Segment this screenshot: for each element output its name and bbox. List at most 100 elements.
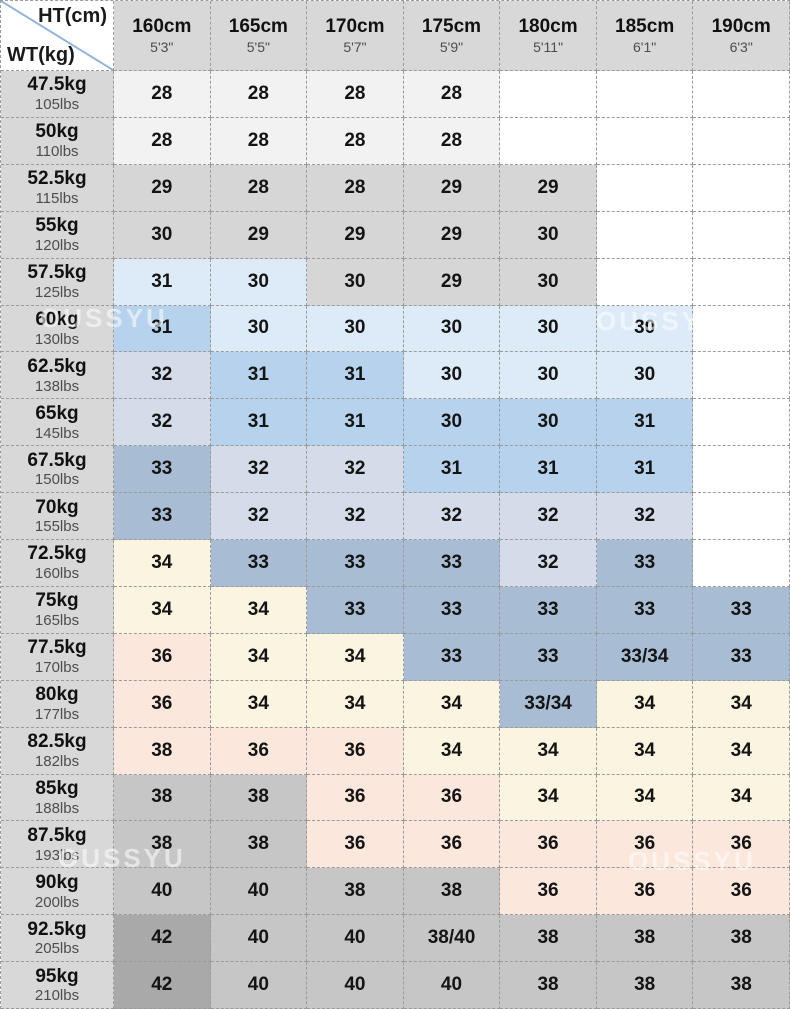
size-cell: 28 xyxy=(114,117,211,165)
size-value: 36 xyxy=(440,833,463,855)
size-cell: 30 xyxy=(307,305,404,353)
row-label-kg: 50kg xyxy=(35,121,79,143)
size-value: 28 xyxy=(247,176,269,198)
row-label-kg: 87.5kg xyxy=(27,824,87,846)
size-cell: 36 xyxy=(596,868,694,916)
row-label-kg: 62.5kg xyxy=(27,355,87,377)
col-header-180cm: 180cm 5'11" xyxy=(500,1,597,71)
size-value: 33/34 xyxy=(620,645,669,667)
size-value: 33 xyxy=(730,645,752,667)
size-cell: 40 xyxy=(307,915,404,963)
size-value: 31 xyxy=(537,458,559,480)
size-cell: 28 xyxy=(307,164,404,212)
size-cell: 30 xyxy=(210,258,308,306)
size-value: 29 xyxy=(440,176,463,198)
size-value: 30 xyxy=(344,317,366,339)
size-cell: 36 xyxy=(403,774,501,822)
size-cell: 38 xyxy=(114,821,211,869)
size-cell: 30 xyxy=(500,258,597,306)
size-cell: 33/34 xyxy=(500,680,597,728)
size-cell xyxy=(596,164,694,212)
size-value: 38 xyxy=(730,974,752,996)
size-value: 34 xyxy=(151,598,173,620)
row-label-kg: 65kg xyxy=(35,402,79,424)
size-value: 33 xyxy=(440,551,463,573)
size-value: 30 xyxy=(634,364,656,386)
size-value: 38 xyxy=(537,974,559,996)
size-value: 31 xyxy=(344,411,366,433)
row-label-82.5kg: 82.5kg 182lbs xyxy=(1,727,114,775)
size-cell: 38 xyxy=(693,962,790,1009)
col-header-165cm: 165cm 5'5" xyxy=(210,1,308,71)
size-value: 28 xyxy=(344,129,366,151)
size-cell: 31 xyxy=(307,352,404,400)
size-value: 33 xyxy=(344,551,366,573)
size-value: 31 xyxy=(151,270,173,292)
size-cell xyxy=(693,211,790,259)
size-cell xyxy=(693,446,790,494)
row-label-95kg: 95kg 210lbs xyxy=(1,962,114,1009)
col-header-cm-label: 170cm xyxy=(325,16,385,38)
size-value: 29 xyxy=(440,270,463,292)
size-cell: 32 xyxy=(403,493,501,540)
size-cell: 29 xyxy=(210,211,308,259)
col-header-cm-label: 185cm xyxy=(615,16,675,38)
size-value: 31 xyxy=(247,411,269,433)
size-cell: 28 xyxy=(210,117,308,165)
row-label-80kg: 80kg 177lbs xyxy=(1,680,114,728)
size-value: 34 xyxy=(344,692,366,714)
size-cell: 34 xyxy=(210,633,308,681)
row-label-lbs: 110lbs xyxy=(35,143,79,161)
size-cell xyxy=(693,352,790,400)
size-cell xyxy=(596,117,694,165)
row-label-57.5kg: 57.5kg 125lbs xyxy=(1,258,114,306)
row-label-50kg: 50kg 110lbs xyxy=(1,117,114,165)
size-value: 32 xyxy=(247,505,269,527)
size-value: 32 xyxy=(537,505,559,527)
row-label-52.5kg: 52.5kg 115lbs xyxy=(1,164,114,212)
row-label-77.5kg: 77.5kg 170lbs xyxy=(1,633,114,681)
height-axis-label: HT(cm) xyxy=(38,5,107,27)
size-value: 34 xyxy=(440,739,463,761)
col-header-160cm: 160cm 5'3" xyxy=(114,1,211,71)
row-label-lbs: 150lbs xyxy=(34,471,80,489)
size-cell: 30 xyxy=(596,305,694,353)
size-cell xyxy=(500,71,597,118)
size-value: 34 xyxy=(151,551,173,573)
size-cell: 33 xyxy=(210,540,308,587)
size-cell: 31 xyxy=(596,446,694,494)
size-cell: 28 xyxy=(210,71,308,118)
size-value: 38 xyxy=(537,927,559,949)
size-value: 38 xyxy=(634,927,656,949)
size-cell: 28 xyxy=(114,71,211,118)
row-label-65kg: 65kg 145lbs xyxy=(1,399,114,447)
col-header-cm-label: 180cm xyxy=(518,16,578,38)
size-cell: 36 xyxy=(114,633,211,681)
size-value: 36 xyxy=(730,880,752,902)
row-label-kg: 47.5kg xyxy=(27,74,87,96)
size-cell: 38 xyxy=(693,915,790,963)
size-value: 32 xyxy=(247,458,269,480)
size-value: 33 xyxy=(151,505,173,527)
size-value: 33 xyxy=(730,598,752,620)
row-label-lbs: 145lbs xyxy=(34,424,80,442)
size-cell: 30 xyxy=(500,399,597,447)
size-cell: 33 xyxy=(403,586,501,634)
size-cell: 36 xyxy=(307,727,404,775)
size-value: 31 xyxy=(247,364,269,386)
size-cell xyxy=(693,117,790,165)
col-header-ftin-label: 6'1" xyxy=(633,38,657,55)
size-cell: 36 xyxy=(693,868,790,916)
size-value: 30 xyxy=(247,317,269,339)
size-value: 38 xyxy=(247,833,269,855)
row-label-kg: 95kg xyxy=(35,965,79,987)
size-value: 30 xyxy=(537,317,559,339)
size-value: 36 xyxy=(440,786,463,808)
size-cell xyxy=(693,493,790,540)
row-label-60kg: 60kg 130lbs xyxy=(1,305,114,353)
size-cell: 38 xyxy=(500,915,597,963)
size-value: 32 xyxy=(344,505,366,527)
row-label-87.5kg: 87.5kg 193lbs xyxy=(1,821,114,869)
row-label-lbs: 182lbs xyxy=(34,752,80,770)
